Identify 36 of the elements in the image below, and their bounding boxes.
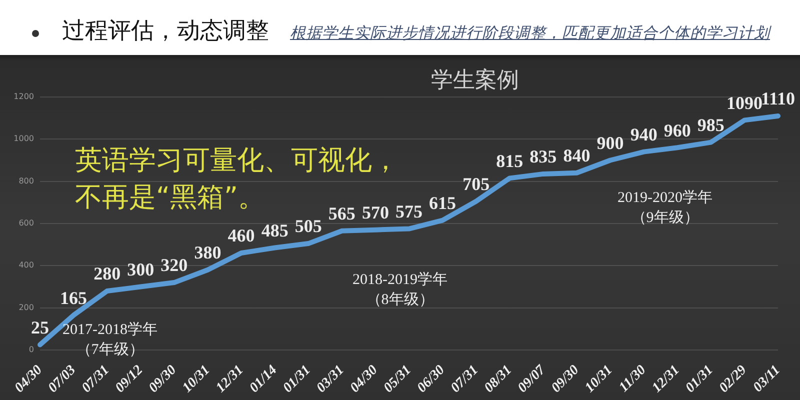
data-label: 320 [160,255,188,276]
data-label: 615 [429,192,456,213]
y-tick-label: 0 [28,345,34,354]
annotation: 2019-2020学年（9年级） [616,188,714,228]
y-tick-label: 1000 [14,134,34,144]
data-label: 460 [228,226,255,246]
data-label: 575 [396,201,422,222]
y-tick-label: 600 [18,218,34,228]
data-label: 485 [261,220,288,240]
data-label: 165 [60,288,88,308]
annotation: 2017-2018学年（7年级） [62,320,158,360]
data-label: 815 [496,150,524,171]
data-label: 505 [294,216,322,236]
data-label: 960 [664,120,691,140]
data-label: 840 [563,146,590,166]
chart-title: 学生案例 [431,68,519,93]
y-tick-label: 200 [18,302,34,312]
data-label: 940 [630,124,658,144]
data-label: 900 [596,132,624,153]
text: 根据学生实际进步情况进行阶段调整，匹配更加适合个体的学习计划 [290,23,770,43]
y-tick-label: 1200 [14,92,34,102]
data-label: 280 [94,264,121,284]
y-tick-label: 400 [18,260,34,270]
y-tick-label: 800 [18,176,34,186]
data-label: 705 [462,174,490,194]
data-label: 570 [362,202,389,222]
data-label: 300 [127,259,154,280]
data-label: 1090 [726,92,762,113]
data-label: 1110 [760,88,796,109]
text: 过程评估，动态调整 [62,17,269,45]
data-label: 380 [194,242,222,263]
annotation: 2018-2019学年（8年级） [352,270,448,310]
data-label: 25 [31,317,49,338]
data-label: 985 [697,114,724,135]
data-label: 565 [328,204,356,224]
data-label: 835 [530,146,557,167]
